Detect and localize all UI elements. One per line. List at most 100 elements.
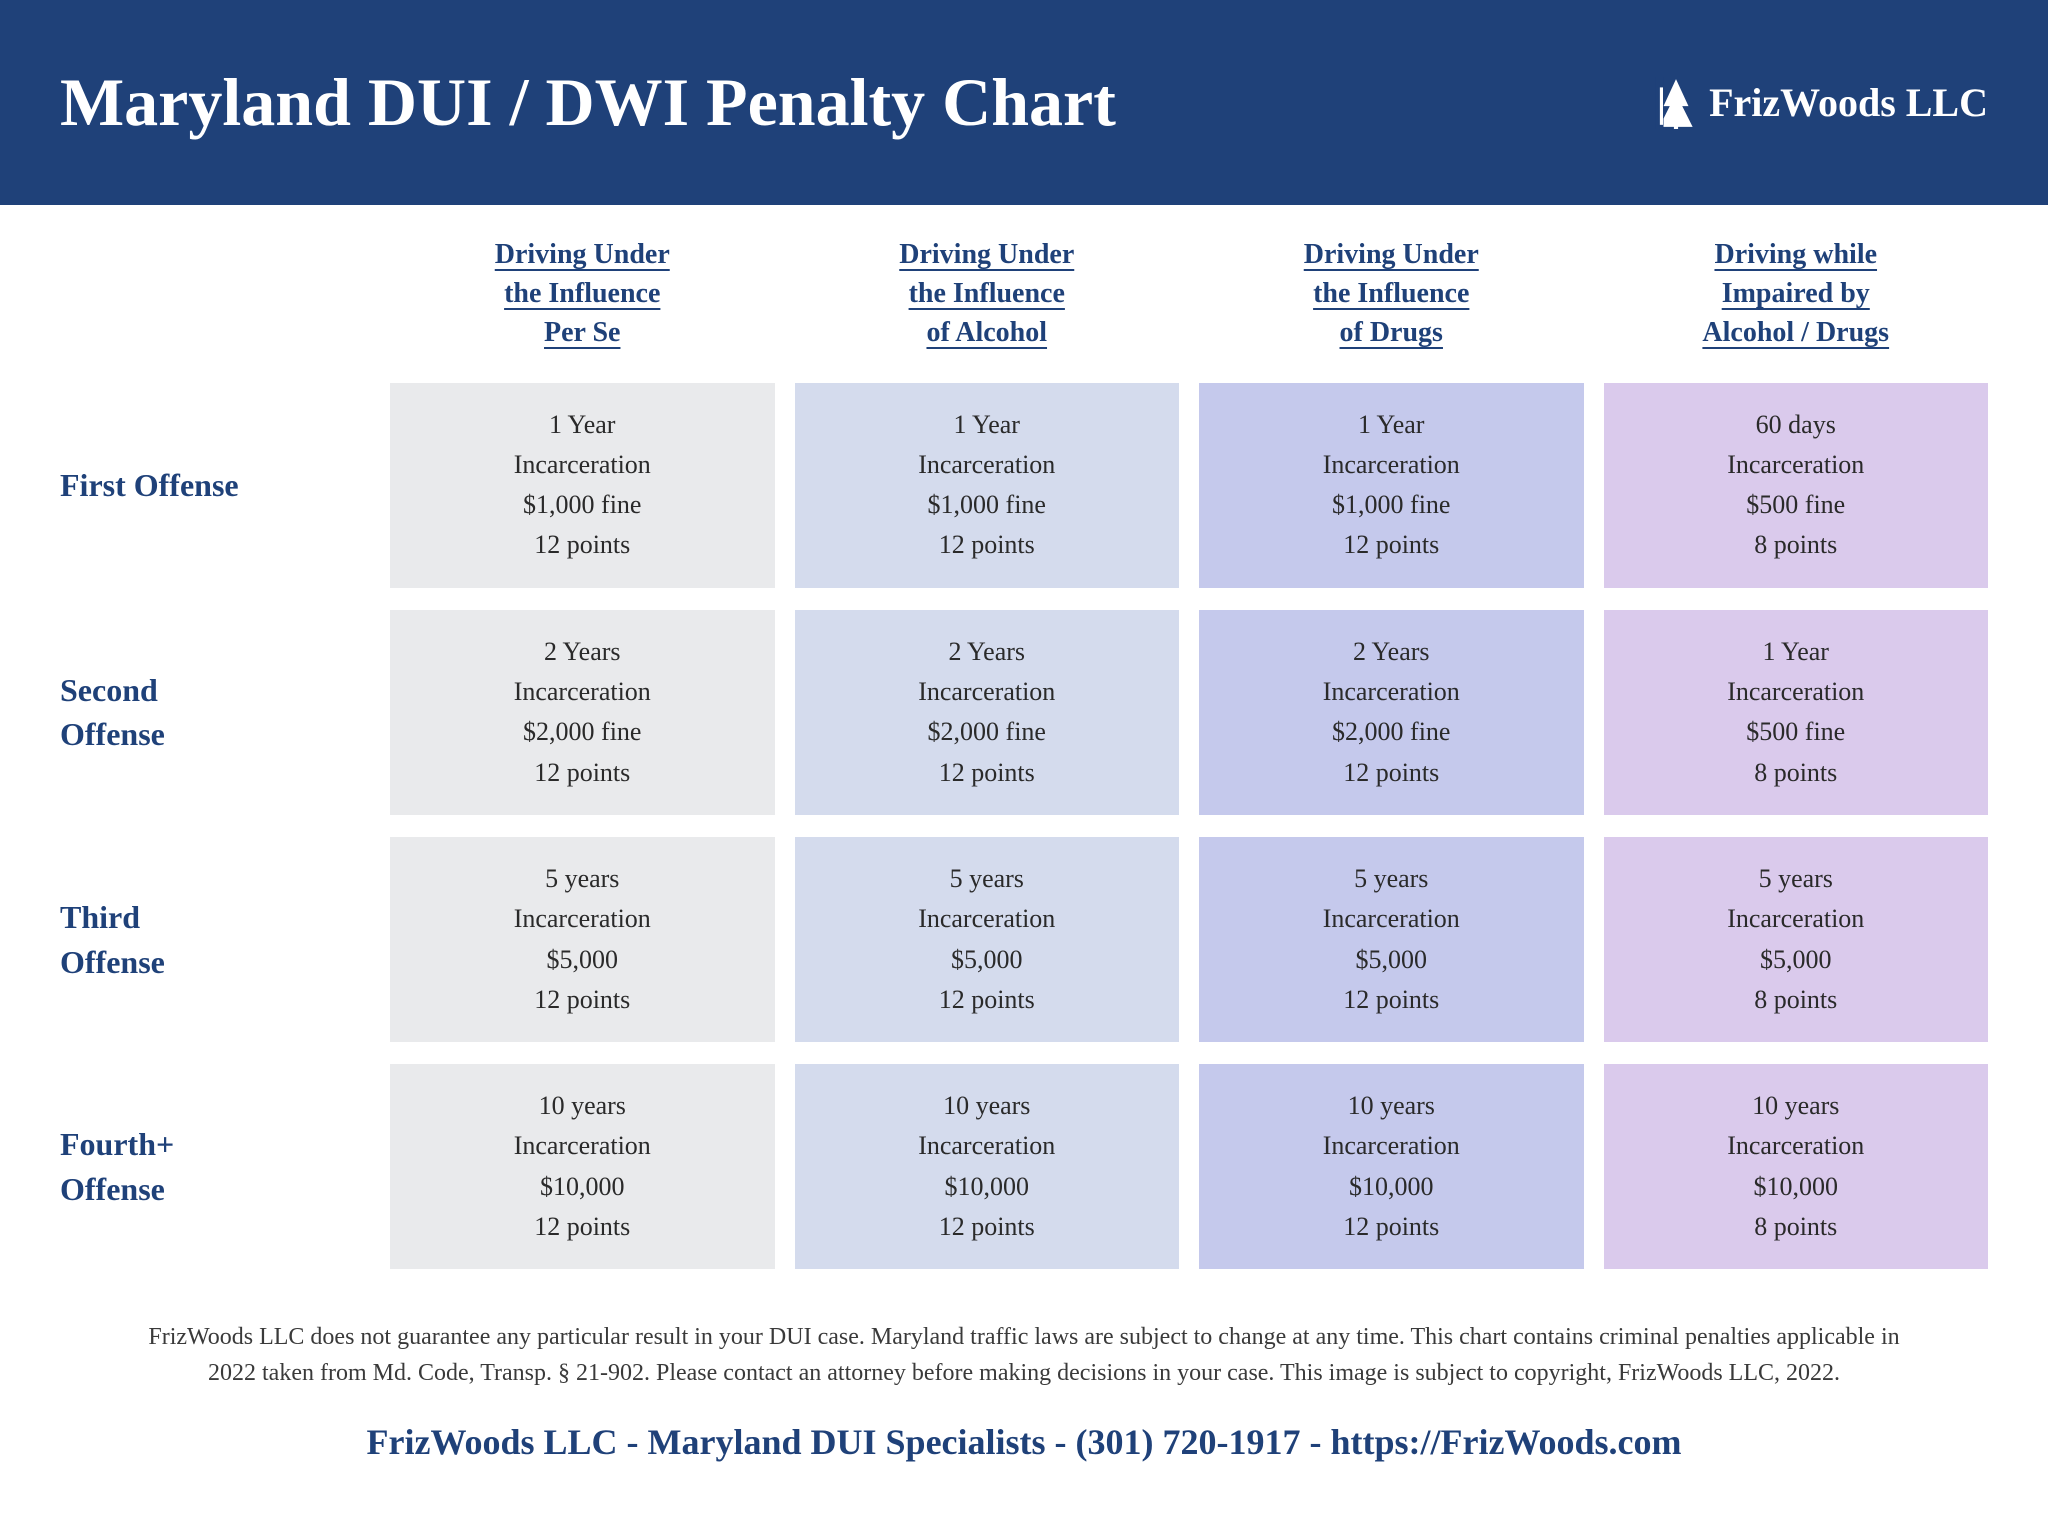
penalty-line: 8 points	[1614, 1207, 1979, 1247]
header-bar: Maryland DUI / DWI Penalty Chart FrizWoo…	[0, 0, 2048, 205]
penalty-cell: 1 YearIncarceration$1,000 fine12 points	[795, 383, 1180, 588]
penalty-line: 5 years	[805, 859, 1170, 899]
penalty-line: 12 points	[1209, 1207, 1574, 1247]
penalty-cell: 5 yearsIncarceration$5,00012 points	[1199, 837, 1584, 1042]
penalty-line: $5,000	[1209, 940, 1574, 980]
penalty-line: 2 Years	[805, 632, 1170, 672]
column-header: Driving whileImpaired byAlcohol / Drugs	[1604, 225, 1989, 363]
penalty-cell: 10 yearsIncarceration$10,0008 points	[1604, 1064, 1989, 1269]
penalty-line: Incarceration	[1614, 672, 1979, 712]
penalty-line: $2,000 fine	[400, 712, 765, 752]
penalty-cell: 1 YearIncarceration$500 fine8 points	[1604, 610, 1989, 815]
penalty-line: Incarceration	[1614, 899, 1979, 939]
penalty-line: Incarceration	[400, 672, 765, 712]
penalty-line: Incarceration	[805, 899, 1170, 939]
penalty-line: $2,000 fine	[1209, 712, 1574, 752]
penalty-line: Incarceration	[805, 445, 1170, 485]
penalty-line: 1 Year	[805, 405, 1170, 445]
penalty-line: Incarceration	[400, 1126, 765, 1166]
penalty-line: $500 fine	[1614, 485, 1979, 525]
penalty-line: 12 points	[805, 753, 1170, 793]
penalty-chart: Driving Underthe InfluencePer Se Driving…	[0, 205, 2048, 1269]
penalty-line: 12 points	[805, 1207, 1170, 1247]
penalty-line: 8 points	[1614, 525, 1979, 565]
penalty-line: Incarceration	[1614, 1126, 1979, 1166]
penalty-line: 8 points	[1614, 980, 1979, 1020]
penalty-line: 12 points	[400, 1207, 765, 1247]
penalty-line: $5,000	[400, 940, 765, 980]
row-label: ThirdOffense	[60, 837, 370, 1042]
penalty-line: Incarceration	[805, 672, 1170, 712]
penalty-line: $10,000	[805, 1167, 1170, 1207]
penalty-line: 12 points	[400, 525, 765, 565]
column-headers-row: Driving Underthe InfluencePer Se Driving…	[60, 225, 1988, 363]
penalty-line: 12 points	[400, 753, 765, 793]
brand-logo: FrizWoods LLC	[1655, 77, 1988, 129]
penalty-line: 60 days	[1614, 405, 1979, 445]
penalty-line: $1,000 fine	[805, 485, 1170, 525]
penalty-line: 1 Year	[1614, 632, 1979, 672]
penalty-line: $1,000 fine	[400, 485, 765, 525]
penalty-line: 2 Years	[400, 632, 765, 672]
table-row: Fourth+Offense10 yearsIncarceration$10,0…	[60, 1064, 1988, 1269]
row-label: SecondOffense	[60, 610, 370, 815]
penalty-cell: 10 yearsIncarceration$10,00012 points	[390, 1064, 775, 1269]
page-title: Maryland DUI / DWI Penalty Chart	[60, 63, 1116, 142]
penalty-line: Incarceration	[1209, 672, 1574, 712]
penalty-line: 5 years	[1614, 859, 1979, 899]
penalty-line: $5,000	[1614, 940, 1979, 980]
penalty-line: $5,000	[805, 940, 1170, 980]
column-header: Driving Underthe Influenceof Alcohol	[795, 225, 1180, 363]
penalty-line: 12 points	[400, 980, 765, 1020]
penalty-line: 1 Year	[400, 405, 765, 445]
penalty-cell: 10 yearsIncarceration$10,00012 points	[795, 1064, 1180, 1269]
penalty-cell: 2 YearsIncarceration$2,000 fine12 points	[1199, 610, 1584, 815]
penalty-line: 12 points	[1209, 753, 1574, 793]
row-label: First Offense	[60, 383, 370, 588]
penalty-line: 10 years	[805, 1086, 1170, 1126]
penalty-line: $10,000	[1614, 1167, 1979, 1207]
penalty-line: 5 years	[1209, 859, 1574, 899]
penalty-line: $1,000 fine	[1209, 485, 1574, 525]
penalty-cell: 60 daysIncarceration$500 fine8 points	[1604, 383, 1989, 588]
penalty-line: $10,000	[1209, 1167, 1574, 1207]
penalty-line: Incarceration	[1614, 445, 1979, 485]
penalty-cell: 5 yearsIncarceration$5,00012 points	[795, 837, 1180, 1042]
penalty-cell: 1 YearIncarceration$1,000 fine12 points	[1199, 383, 1584, 588]
penalty-line: Incarceration	[400, 445, 765, 485]
penalty-line: 1 Year	[1209, 405, 1574, 445]
table-row: ThirdOffense5 yearsIncarceration$5,00012…	[60, 837, 1988, 1042]
penalty-cell: 2 YearsIncarceration$2,000 fine12 points	[390, 610, 775, 815]
penalty-cell: 5 yearsIncarceration$5,00012 points	[390, 837, 775, 1042]
table-row: SecondOffense2 YearsIncarceration$2,000 …	[60, 610, 1988, 815]
penalty-cell: 2 YearsIncarceration$2,000 fine12 points	[795, 610, 1180, 815]
penalty-line: Incarceration	[400, 899, 765, 939]
penalty-line: 10 years	[1209, 1086, 1574, 1126]
column-header: Driving Underthe InfluencePer Se	[390, 225, 775, 363]
penalty-line: 12 points	[1209, 525, 1574, 565]
penalty-line: Incarceration	[1209, 445, 1574, 485]
penalty-line: Incarceration	[1209, 1126, 1574, 1166]
penalty-line: Incarceration	[805, 1126, 1170, 1166]
penalty-line: 10 years	[400, 1086, 765, 1126]
penalty-line: 2 Years	[1209, 632, 1574, 672]
brand-name: FrizWoods LLC	[1709, 79, 1988, 126]
penalty-cell: 10 yearsIncarceration$10,00012 points	[1199, 1064, 1584, 1269]
footer-contact: FrizWoods LLC - Maryland DUI Specialists…	[0, 1391, 2048, 1463]
penalty-line: $2,000 fine	[805, 712, 1170, 752]
disclaimer-text: FrizWoods LLC does not guarantee any par…	[0, 1291, 2048, 1391]
penalty-cell: 1 YearIncarceration$1,000 fine12 points	[390, 383, 775, 588]
penalty-line: 10 years	[1614, 1086, 1979, 1126]
penalty-line: 8 points	[1614, 753, 1979, 793]
penalty-line: 12 points	[1209, 980, 1574, 1020]
penalty-line: 12 points	[805, 980, 1170, 1020]
column-header: Driving Underthe Influenceof Drugs	[1199, 225, 1584, 363]
penalty-line: Incarceration	[1209, 899, 1574, 939]
penalty-cell: 5 yearsIncarceration$5,0008 points	[1604, 837, 1989, 1042]
tree-icon	[1655, 77, 1697, 129]
penalty-line: $10,000	[400, 1167, 765, 1207]
penalty-line: $500 fine	[1614, 712, 1979, 752]
row-label: Fourth+Offense	[60, 1064, 370, 1269]
penalty-line: 12 points	[805, 525, 1170, 565]
penalty-line: 5 years	[400, 859, 765, 899]
